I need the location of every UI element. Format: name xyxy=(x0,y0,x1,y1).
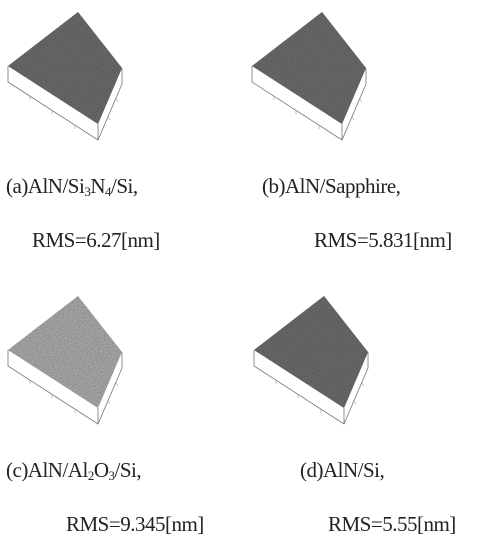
caption-text: /Si, xyxy=(114,458,142,482)
rms: RMS=5.831[nm] xyxy=(314,228,452,252)
afm-image-c xyxy=(7,296,123,425)
caption-text: (b)AlN/Sapphire, xyxy=(262,174,401,198)
caption: (a)AlN/Si3N4/Si, xyxy=(6,174,138,200)
caption-text: (c)AlN/Al xyxy=(6,458,88,482)
caption-text: /Si, xyxy=(111,174,138,198)
rms: RMS=5.55[nm] xyxy=(328,512,456,536)
afm-image-b xyxy=(251,12,367,141)
caption-text: N xyxy=(90,174,105,198)
subscript: 3 xyxy=(108,468,115,483)
rms: RMS=9.345[nm] xyxy=(66,512,204,536)
caption-text: O xyxy=(93,458,109,482)
rms: RMS=6.27[nm] xyxy=(32,228,160,252)
subscript: 2 xyxy=(87,468,95,483)
caption: (c)AlN/Al2O3/Si, xyxy=(6,458,142,484)
caption: (b)AlN/Sapphire, xyxy=(262,174,401,199)
subscript: 3 xyxy=(84,184,91,199)
caption-text: (d)AlN/Si, xyxy=(300,458,385,482)
subscript: 4 xyxy=(105,184,112,199)
afm-image-a xyxy=(7,12,123,141)
afm-image-d xyxy=(253,296,369,425)
caption-text: (a)AlN/Si xyxy=(6,174,85,198)
caption: (d)AlN/Si, xyxy=(300,458,385,483)
